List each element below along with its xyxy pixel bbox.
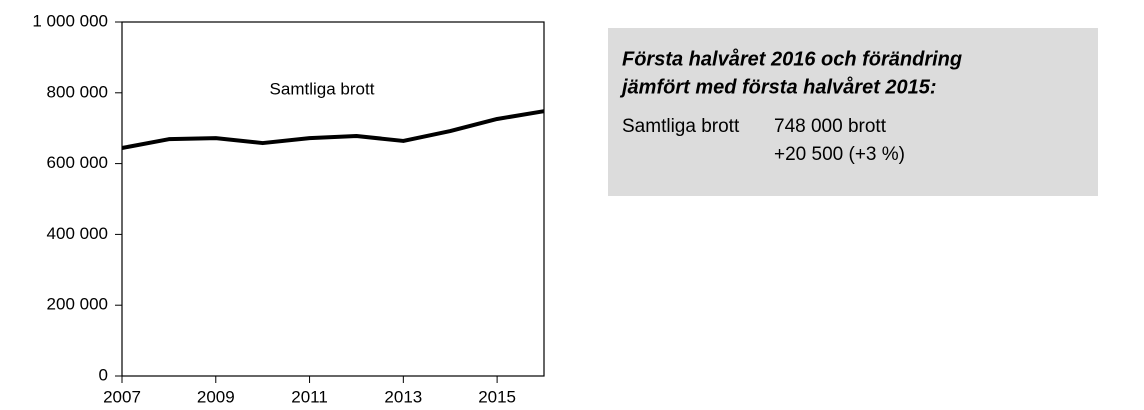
plot-frame [121, 21, 545, 377]
y-tick-label: 400 000 [47, 224, 108, 243]
info-label: Samtliga brott [622, 116, 740, 137]
x-tick-label: 2009 [197, 387, 235, 406]
x-tick-label: 2013 [384, 387, 422, 406]
info-value: 748 000 brott [774, 116, 887, 137]
info-title: Första halvåret 2016 och förändring [622, 47, 962, 70]
x-tick-label: 2015 [478, 387, 516, 406]
y-tick-label: 200 000 [47, 295, 108, 314]
y-tick-label: 800 000 [47, 82, 108, 101]
y-tick-label: 600 000 [47, 153, 108, 172]
x-tick-label: 2011 [291, 387, 328, 406]
series-line [121, 109, 545, 150]
info-box [608, 28, 1098, 196]
info-title: jämfört med första halvåret 2015: [619, 75, 937, 98]
y-tick-label: 0 [99, 365, 108, 384]
series-label: Samtliga brott [270, 80, 375, 99]
y-tick-label: 1 000 000 [32, 11, 108, 30]
info-value: +20 500 (+3 %) [774, 144, 905, 165]
x-tick-label: 2007 [103, 387, 141, 406]
